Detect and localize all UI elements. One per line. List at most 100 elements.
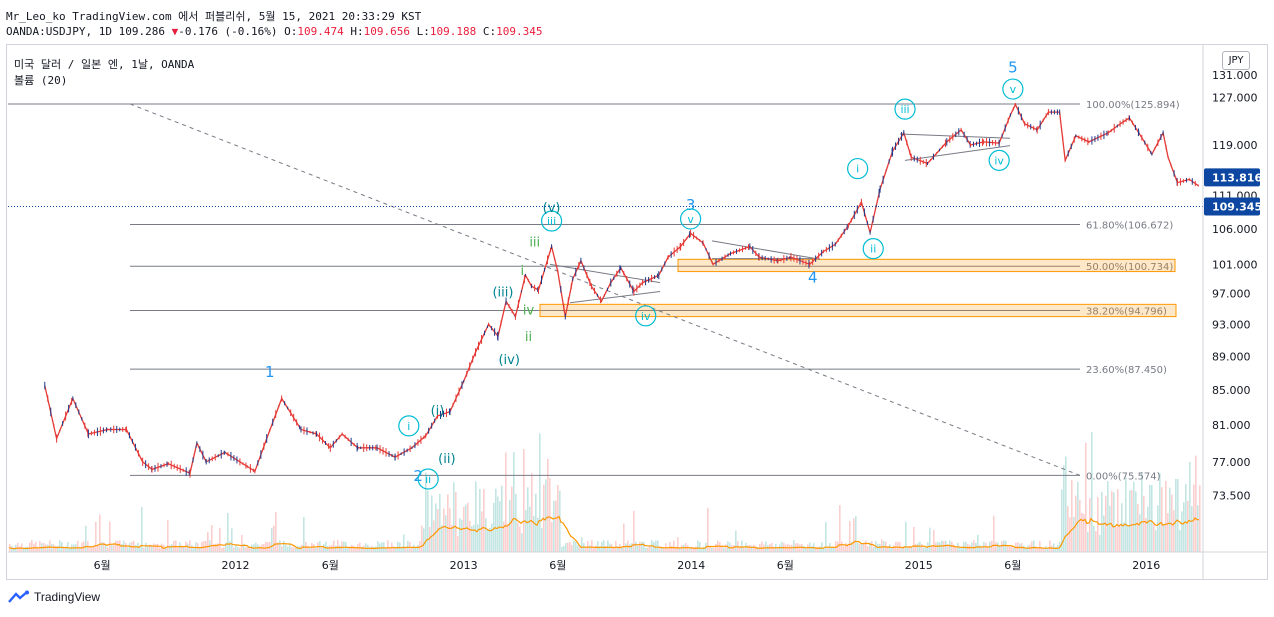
price-label-box (1204, 168, 1260, 187)
volume-bar (435, 503, 437, 552)
volume-bar (939, 542, 941, 552)
volume-bar (757, 547, 759, 552)
volume-bar (539, 433, 541, 552)
volume-bar (389, 547, 391, 552)
volume-bar (247, 546, 249, 552)
fib-level-label: 38.20%(94.796) (1086, 306, 1167, 317)
volume-bar (143, 547, 145, 552)
volume-bar (603, 540, 605, 552)
volume-bar (53, 544, 55, 552)
wave-label: iv (523, 303, 535, 318)
volume-bar (675, 546, 677, 552)
volume-bar (615, 540, 617, 552)
volume-bar (51, 544, 53, 552)
low-label: L: (416, 25, 430, 38)
volume-bar (397, 541, 399, 552)
volume-bar (493, 502, 495, 552)
volume-bar (31, 540, 33, 552)
volume-bar (945, 540, 947, 552)
volume-bar (411, 547, 413, 552)
price-series-line (44, 102, 1199, 475)
volume-bar (713, 547, 715, 552)
fib-levels-layer: 100.00%(125.894) 61.80%(106.672) 50.00%(10… (8, 100, 1203, 482)
volume-bar (347, 547, 349, 552)
volume-bar (911, 547, 913, 552)
dashed-trendline (129, 103, 1081, 476)
volume-bar (91, 547, 93, 552)
chart-frame (6, 44, 1268, 580)
volume-bar (1025, 547, 1027, 552)
volume-bar (497, 496, 499, 552)
volume-bar (325, 541, 327, 552)
volume-bar (831, 546, 833, 552)
volume-bar (1171, 494, 1173, 552)
volume-bar (663, 547, 665, 552)
wave-label: (iii) (492, 286, 513, 301)
volume-bar (423, 528, 425, 552)
x-tick-label: 6월 (322, 559, 339, 572)
volume-bar (525, 509, 527, 552)
volume-bar (1043, 547, 1045, 552)
volume-bar (711, 547, 713, 552)
volume-bar (355, 546, 357, 552)
volume-bar (863, 543, 865, 552)
volume-bar (671, 545, 673, 552)
volume-bar (287, 546, 289, 552)
price-label-box (1204, 197, 1260, 216)
volume-bar (1013, 547, 1015, 552)
volume-bar (439, 493, 441, 552)
volume-bar (217, 543, 219, 552)
volume-bar (283, 540, 285, 552)
volume-bar (889, 544, 891, 552)
volume-bar (45, 544, 47, 552)
volume-bar (401, 546, 403, 552)
wave-label-circle (1002, 78, 1024, 100)
chart-legend-volume: 볼륨 (20) (14, 74, 68, 87)
volume-bar (933, 530, 935, 552)
wave-label-circle (988, 149, 1010, 172)
volume-bar (243, 543, 245, 552)
volume-bar (955, 546, 957, 552)
volume-bar (1131, 490, 1133, 552)
currency-button[interactable]: JPY (1222, 51, 1250, 70)
volume-bar (677, 537, 679, 552)
volume-bar (1143, 496, 1145, 552)
volume-bar (361, 546, 363, 552)
volume-bar (701, 547, 703, 552)
tradingview-footer[interactable]: TradingView (8, 590, 100, 604)
volume-bar (449, 508, 451, 552)
volume-layer (8, 432, 1201, 552)
y-tick-label: 127.000 (1212, 92, 1258, 105)
volume-bar (641, 541, 643, 552)
volume-bar (1107, 481, 1109, 552)
volume-bar (285, 544, 287, 552)
volume-bar (473, 524, 475, 552)
volume-bar (1081, 512, 1083, 552)
volume-bar (309, 547, 311, 552)
volume-bar (1155, 530, 1157, 552)
volume-bar (207, 531, 209, 552)
volume-bar (1115, 527, 1117, 552)
volume-bar (861, 544, 863, 552)
y-tick-label: 106.000 (1212, 223, 1258, 236)
x-tick-label: 6월 (549, 559, 566, 572)
volume-bar (403, 534, 405, 552)
volume-bar (337, 540, 339, 552)
volume-bar (353, 545, 355, 552)
volume-bar (1149, 485, 1151, 552)
volume-bar (649, 546, 651, 552)
volume-bar (211, 525, 213, 552)
volume-bar (679, 547, 681, 552)
volume-bar (281, 546, 283, 552)
tradingview-logo-icon (8, 590, 29, 603)
volume-bar (655, 540, 657, 552)
y-tick-label: 101.000 (1212, 258, 1258, 271)
volume-bar (139, 546, 141, 552)
volume-bar (49, 540, 51, 552)
volume-bar (119, 540, 121, 552)
volume-bar (499, 501, 501, 552)
volume-bar (451, 524, 453, 552)
volume-bar (953, 544, 955, 552)
volume-bar (905, 521, 907, 552)
